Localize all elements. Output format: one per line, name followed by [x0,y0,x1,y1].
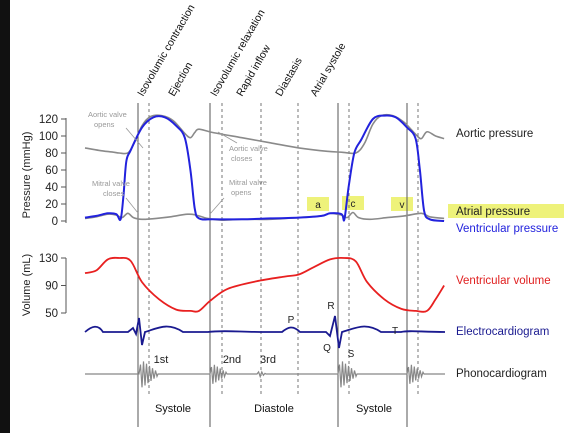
phase-label: Diastasis [273,56,305,99]
volume-tick-label: 130 [39,253,58,265]
pressure-tick-label: 80 [45,148,58,160]
svg-text:Mitral valve: Mitral valve [92,179,130,188]
ventricular-pressure-line [84,114,445,222]
diastole-label: Diastole [254,403,294,415]
aortic-valve-opens-note: Aortic valve opens [88,110,144,149]
ventricular-volume-line [84,256,445,313]
heart-sound-third: 3rd [260,354,276,366]
c-wave-label: c [351,199,356,210]
svg-text:Aortic valve: Aortic valve [229,144,268,153]
pressure-axis-label: Pressure (mmHg) [21,132,33,219]
ecg-p-label: P [288,315,295,326]
aortic-valve-closes-note: Aortic valve closes [217,131,268,163]
phase-label: Atrial systole [308,41,348,99]
volume-tick-label: 90 [45,281,58,293]
phonocardiogram-line [85,361,445,388]
pressure-axis: 120 100 80 60 40 20 0 Pressure (mmHg) [21,114,67,228]
pressure-tick-label: 40 [45,182,58,194]
ecg-s-label: S [348,349,355,360]
phase-label: Ejection [166,60,195,98]
ecg-r-label: R [327,301,334,312]
svg-text:closes: closes [231,154,253,163]
a-wave-highlight [307,197,329,211]
svg-text:Mitral valve: Mitral valve [229,178,267,187]
ecg-t-label: T [392,326,398,337]
atrial-pressure-label-highlight [448,204,564,218]
ventricular-pressure-label: Ventricular pressure [456,223,558,235]
pressure-tick-label: 60 [45,165,58,177]
ecg-line [84,315,446,349]
v-wave-label: v [400,200,405,211]
electrocardiogram-label: Electrocardiogram [456,326,549,338]
pressure-tick-label: 100 [39,131,58,143]
ventricular-volume-label: Ventricular volume [456,275,551,287]
systole-label-1: Systole [155,403,191,415]
heart-sound-first: 1st [154,354,169,366]
systole-label-2: Systole [356,403,392,415]
heart-sound-second: 2nd [223,354,241,366]
svg-text:closes: closes [103,189,125,198]
volume-axis-label: Volume (mL) [21,254,33,316]
aortic-pressure-label: Aortic pressure [456,128,533,140]
phase-separators [137,103,419,427]
volume-axis: 130 90 50 Volume (mL) [21,253,67,320]
pressure-tick-label: 0 [52,216,58,228]
pressure-tick-label: 120 [39,114,58,126]
svg-text:opens: opens [94,120,115,129]
mitral-valve-closes-note: Mitral valve closes [92,179,139,214]
phase-label: Isovolumic contraction [135,2,197,98]
volume-tick-label: 50 [45,308,58,320]
mitral-valve-opens-note: Mitral valve opens [209,178,267,215]
svg-text:opens: opens [231,188,252,197]
atrial-pressure-label: Atrial pressure [456,206,530,218]
ecg-q-label: Q [323,343,331,354]
left-edge-strip [0,0,10,433]
a-wave-label: a [315,200,321,211]
pressure-tick-label: 20 [45,199,58,211]
svg-text:Aortic valve: Aortic valve [88,110,127,119]
phonocardiogram-label: Phonocardiogram [456,368,547,380]
